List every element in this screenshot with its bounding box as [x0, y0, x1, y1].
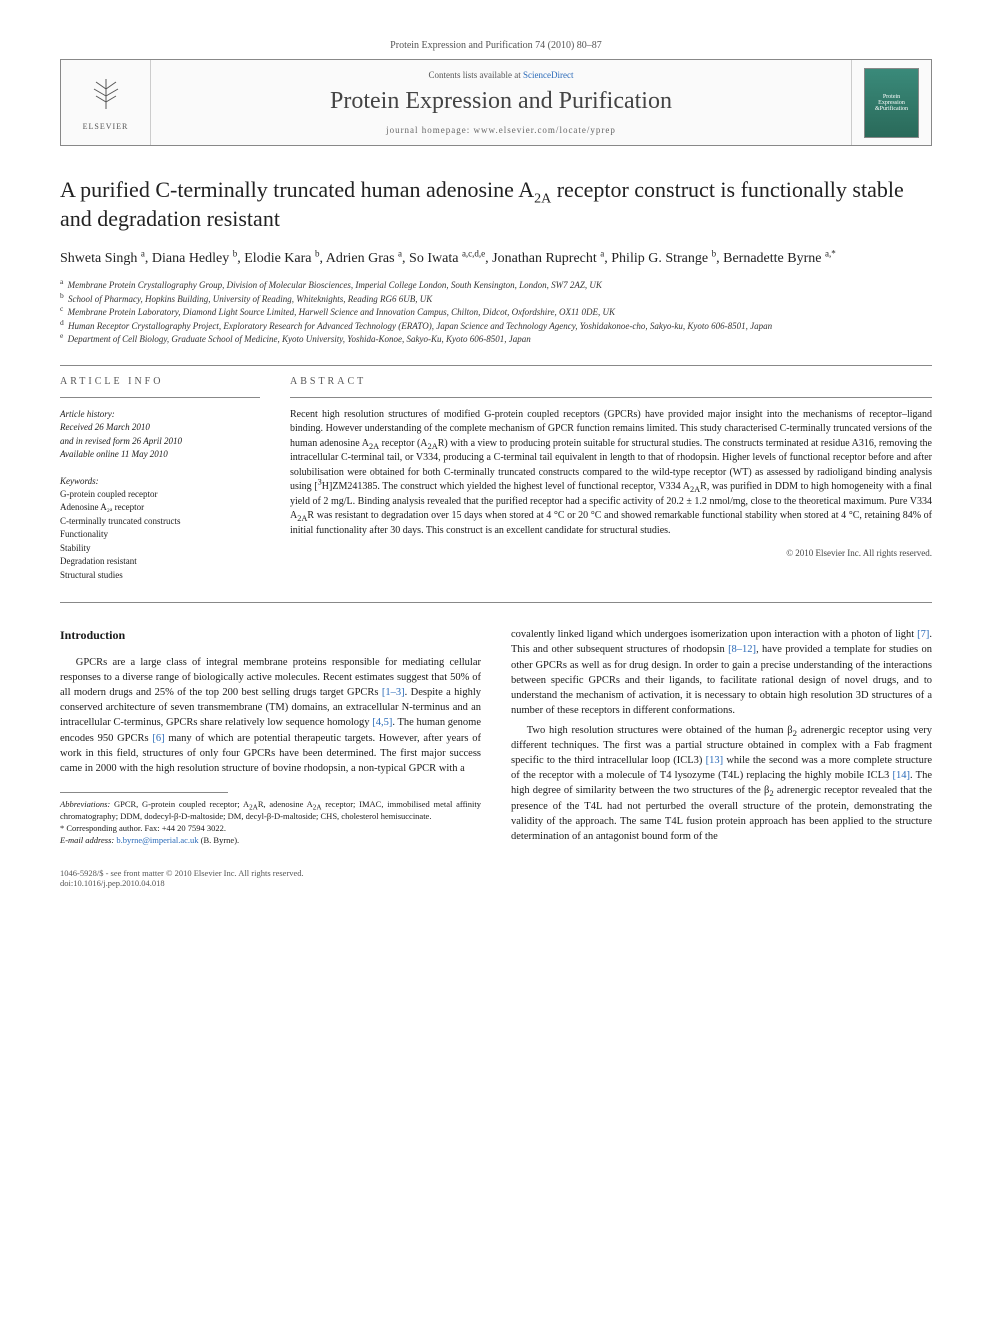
- running-header: Protein Expression and Purification 74 (…: [60, 40, 932, 51]
- affiliation-list: a Membrane Protein Crystallography Group…: [60, 279, 932, 347]
- keywords-list: G-protein coupled receptorAdenosine A₂ₐ …: [60, 488, 260, 583]
- abbreviations-footnote: Abbreviations: GPCR, G-protein coupled r…: [60, 799, 481, 823]
- divider-rule: [290, 397, 932, 398]
- footnote-block: Abbreviations: GPCR, G-protein coupled r…: [60, 799, 481, 847]
- journal-masthead: ELSEVIER Contents lists available at Sci…: [60, 59, 932, 146]
- elsevier-tree-icon: [83, 74, 129, 122]
- elsevier-logo: ELSEVIER: [83, 74, 129, 131]
- abstract-text: Recent high resolution structures of mod…: [290, 408, 932, 539]
- body-paragraph: covalently linked ligand which undergoes…: [511, 627, 932, 718]
- affiliation-line: a Membrane Protein Crystallography Group…: [60, 279, 932, 293]
- divider-rule: [60, 397, 260, 398]
- journal-homepage-line: journal homepage: www.elsevier.com/locat…: [171, 125, 831, 135]
- footer-doi: doi:10.1016/j.pep.2010.04.018: [60, 878, 304, 888]
- keyword-item: Adenosine A₂ₐ receptor: [60, 501, 260, 515]
- history-line: Available online 11 May 2010: [60, 448, 260, 462]
- article-info-block: ARTICLE INFO Article history: Received 2…: [60, 376, 260, 583]
- contents-pre: Contents lists available at: [429, 70, 523, 80]
- keyword-item: G-protein coupled receptor: [60, 488, 260, 502]
- body-column-right: covalently linked ligand which undergoes…: [511, 627, 932, 848]
- body-paragraph: Two high resolution structures were obta…: [511, 723, 932, 845]
- footnote-separator: [60, 792, 228, 793]
- affiliation-line: e Department of Cell Biology, Graduate S…: [60, 333, 932, 347]
- corresponding-email-link[interactable]: b.byrne@imperial.ac.uk: [116, 835, 198, 845]
- publisher-logo-cell: ELSEVIER: [61, 60, 151, 145]
- body-columns: Introduction GPCRs are a large class of …: [60, 627, 932, 848]
- article-info-heading: ARTICLE INFO: [60, 376, 260, 387]
- corresponding-author-footnote: * Corresponding author. Fax: +44 20 7594…: [60, 823, 481, 835]
- keyword-item: Functionality: [60, 528, 260, 542]
- page-footer: 1046-5928/$ - see front matter © 2010 El…: [60, 868, 932, 888]
- section-heading-introduction: Introduction: [60, 627, 481, 644]
- footer-copyright: 1046-5928/$ - see front matter © 2010 El…: [60, 868, 304, 878]
- abbrev-text: GPCR, G-protein coupled receptor; A2AR, …: [60, 799, 481, 821]
- footer-left: 1046-5928/$ - see front matter © 2010 El…: [60, 868, 304, 888]
- elsevier-text: ELSEVIER: [83, 122, 129, 131]
- affiliation-line: d Human Receptor Crystallography Project…: [60, 320, 932, 334]
- journal-cover-cell: ProteinExpression&Purification: [851, 60, 931, 145]
- abstract-copyright: © 2010 Elsevier Inc. All rights reserved…: [290, 548, 932, 558]
- article-title: A purified C-terminally truncated human …: [60, 176, 932, 233]
- history-line: and in revised form 26 April 2010: [60, 435, 260, 449]
- email-suffix: (B. Byrne).: [199, 835, 240, 845]
- history-line: Received 26 March 2010: [60, 421, 260, 435]
- journal-cover-thumbnail: ProteinExpression&Purification: [864, 68, 919, 138]
- email-footnote: E-mail address: b.byrne@imperial.ac.uk (…: [60, 835, 481, 847]
- body-column-left: Introduction GPCRs are a large class of …: [60, 627, 481, 848]
- meta-row: ARTICLE INFO Article history: Received 2…: [60, 376, 932, 583]
- journal-name: Protein Expression and Purification: [171, 88, 831, 115]
- keyword-item: Degradation resistant: [60, 555, 260, 569]
- abstract-heading: ABSTRACT: [290, 376, 932, 387]
- divider-rule: [60, 365, 932, 366]
- affiliation-line: b School of Pharmacy, Hopkins Building, …: [60, 293, 932, 307]
- masthead-center: Contents lists available at ScienceDirec…: [151, 60, 851, 145]
- keyword-item: Structural studies: [60, 569, 260, 583]
- keywords-label: Keywords:: [60, 476, 260, 486]
- keyword-item: C-terminally truncated constructs: [60, 515, 260, 529]
- contents-available-line: Contents lists available at ScienceDirec…: [171, 70, 831, 80]
- author-list: Shweta Singh a, Diana Hedley b, Elodie K…: [60, 251, 932, 267]
- history-label: Article history:: [60, 408, 260, 422]
- keyword-item: Stability: [60, 542, 260, 556]
- article-history: Article history: Received 26 March 2010a…: [60, 408, 260, 462]
- abbrev-label: Abbreviations:: [60, 799, 110, 809]
- abstract-block: ABSTRACT Recent high resolution structur…: [290, 376, 932, 583]
- sciencedirect-link[interactable]: ScienceDirect: [523, 70, 573, 80]
- divider-rule: [60, 602, 932, 603]
- email-label: E-mail address:: [60, 835, 116, 845]
- affiliation-line: c Membrane Protein Laboratory, Diamond L…: [60, 306, 932, 320]
- body-paragraph: GPCRs are a large class of integral memb…: [60, 655, 481, 777]
